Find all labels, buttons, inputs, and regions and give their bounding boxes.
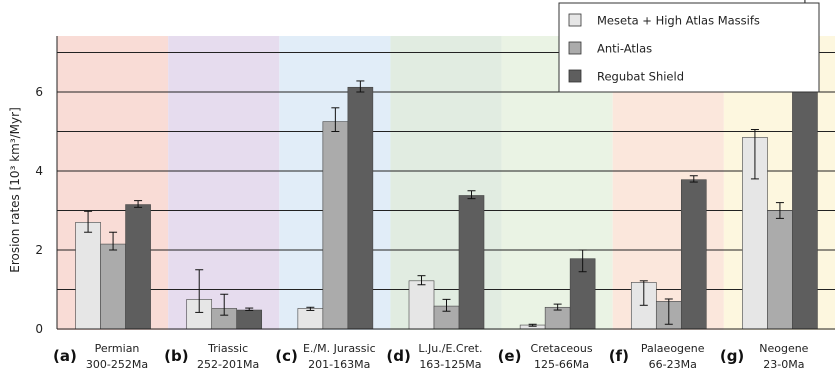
period-name: Triassic	[207, 342, 248, 355]
y-tick-label: 0	[35, 322, 43, 336]
period-band	[390, 36, 502, 330]
period-range: 201-163Ma	[308, 358, 370, 371]
y-axis-title: Erosion rates [10³ km³/Myr]	[8, 107, 22, 273]
legend-swatch	[568, 41, 582, 55]
period-name: E./M. Jurassic	[303, 342, 376, 355]
period-name: Neogene	[759, 342, 808, 355]
period-letter: (d)	[386, 347, 410, 365]
legend-label: Meseta + High Atlas Massifs	[597, 14, 760, 28]
period-range: 252-201Ma	[197, 358, 259, 371]
legend-label: Anti-Atlas	[597, 42, 652, 56]
legend-box	[558, 2, 820, 93]
period-letter: (e)	[498, 347, 522, 365]
bar	[236, 309, 263, 330]
period-letter: (c)	[275, 347, 298, 365]
legend-swatch	[568, 69, 582, 83]
period-letter: (g)	[720, 347, 744, 365]
period-letter: (f)	[609, 347, 629, 365]
bar	[322, 121, 349, 330]
period-range: 163-125Ma	[419, 358, 481, 371]
period-range: 300-252Ma	[86, 358, 148, 371]
period-band	[168, 36, 280, 330]
bar	[347, 86, 374, 330]
period-name: Cretaceous	[531, 342, 593, 355]
period-range: 66-23Ma	[649, 358, 697, 371]
period-name: Permian	[95, 342, 140, 355]
period-range: 23-0Ma	[763, 358, 804, 371]
bar	[767, 210, 793, 330]
bar	[297, 308, 324, 330]
bar	[458, 195, 485, 330]
bar	[100, 243, 126, 330]
period-letter: (a)	[53, 347, 77, 365]
bar	[75, 222, 101, 330]
period-range: 125-66Ma	[534, 358, 589, 371]
y-tick-label: 6	[35, 85, 43, 99]
bar	[408, 280, 435, 330]
legend-label: Regubat Shield	[597, 70, 684, 84]
bar	[125, 204, 151, 330]
y-tick-label: 4	[35, 164, 43, 178]
period-letter: (b)	[164, 347, 188, 365]
period-name: L.Ju./E.Cret.	[418, 342, 482, 355]
period-name: Palaeogene	[641, 342, 705, 355]
legend: Meseta + High Atlas Massifs Anti-Atlas Reg…	[558, 2, 820, 93]
y-tick-label: 2	[35, 243, 43, 257]
bar	[680, 179, 707, 330]
legend-swatch	[568, 13, 582, 27]
